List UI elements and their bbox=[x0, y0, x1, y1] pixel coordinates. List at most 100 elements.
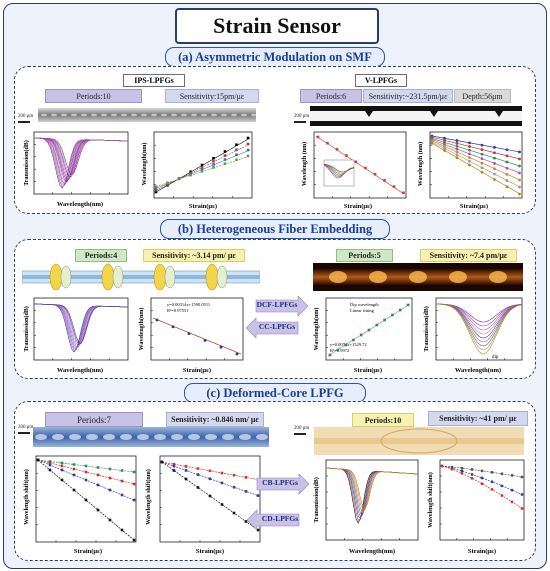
b-right-sensitivity: Sensitivity: ~7.4 pm/με bbox=[420, 249, 517, 262]
a4-point bbox=[480, 143, 484, 147]
a3-point bbox=[373, 172, 377, 176]
c-left-chart1-ylabel: Wavelength shift(nm) bbox=[23, 469, 30, 525]
deformed-core-spot bbox=[222, 434, 234, 440]
a4-point bbox=[493, 167, 496, 171]
a2-point bbox=[212, 156, 215, 160]
b-left-fit-chart: Strain(με) Wavelength(nm) y=0.00314x+159… bbox=[135, 294, 247, 374]
c2-point bbox=[232, 473, 236, 477]
a2-point bbox=[246, 136, 250, 140]
c1-point bbox=[120, 469, 124, 472]
c-left-sensitivity: Sensitivity: ~0.846 nm/ με bbox=[166, 412, 264, 427]
b-center-arrows bbox=[246, 296, 308, 339]
a3-fit-line bbox=[315, 135, 405, 195]
c2-series-line bbox=[161, 461, 259, 496]
a2-point bbox=[235, 148, 238, 152]
c4-point bbox=[490, 487, 494, 491]
c-right-spectrum-chart: Wavelength(nm) Transmission(dB) bbox=[310, 456, 422, 556]
b-right-dip-label: dip bbox=[492, 355, 499, 360]
b2-fit-line bbox=[152, 317, 242, 355]
a4-axes bbox=[429, 131, 523, 199]
c4-point bbox=[480, 469, 484, 473]
c2-point bbox=[256, 528, 260, 532]
b2-point bbox=[219, 345, 223, 349]
b1-curve bbox=[33, 303, 129, 344]
a3-point bbox=[402, 191, 405, 195]
c-left-chart2-xlabel: Strain(με) bbox=[196, 548, 224, 555]
c-right-shift-xlabel: Strain(με) bbox=[468, 548, 496, 555]
dcf-segment bbox=[49, 263, 63, 291]
a4-point bbox=[518, 171, 521, 175]
c2-point bbox=[256, 494, 260, 497]
section-a-heading: (a) Asymmetric Modulation on SMF bbox=[165, 47, 385, 67]
cc-bead bbox=[329, 271, 347, 283]
c-left-chart2-ylabel: Wavelength shift(nm) bbox=[145, 469, 152, 525]
a1-axes bbox=[33, 131, 129, 195]
c2-point bbox=[172, 464, 176, 468]
c1-point bbox=[48, 461, 52, 465]
c4-point bbox=[490, 480, 494, 484]
c2-point bbox=[196, 467, 200, 470]
a4-point bbox=[455, 156, 459, 160]
b3-point bbox=[406, 303, 410, 307]
a4-point bbox=[443, 147, 446, 150]
c4-point bbox=[470, 472, 474, 476]
b3-point bbox=[367, 328, 371, 332]
b3-point bbox=[352, 338, 355, 342]
a4-point bbox=[518, 185, 521, 189]
c-center-arrows bbox=[247, 474, 309, 531]
a4-series-line bbox=[431, 139, 521, 174]
a-right-periods: Periods:6 bbox=[300, 89, 362, 103]
ips-modulation-spot bbox=[201, 113, 207, 117]
ips-fiber-micrograph bbox=[38, 108, 256, 122]
a2-point bbox=[154, 190, 158, 194]
a-right-multi-chart: Strain(με) Wavelength (nm) bbox=[414, 128, 526, 210]
c1-point bbox=[96, 466, 100, 469]
c4-point bbox=[490, 470, 494, 474]
c4-point bbox=[460, 471, 464, 475]
ips-modulation-spot bbox=[151, 113, 157, 117]
b4-axes bbox=[435, 297, 523, 361]
b-right-spectrum-xlabel: Wavelength(nm) bbox=[455, 367, 501, 374]
b-left-spectrum-chart: Wavelength(nm) Transmission(dB) bbox=[20, 294, 132, 374]
a3-point bbox=[354, 160, 358, 164]
c4-point bbox=[460, 466, 464, 470]
a2-point bbox=[235, 143, 238, 147]
a3-inset-curve bbox=[323, 163, 355, 173]
c-right-scale-bar: 200 μm bbox=[294, 426, 310, 435]
c2-point bbox=[208, 469, 212, 473]
a-left-fit-chart: Strain(με) Wavelength(nm) bbox=[138, 128, 256, 210]
c1-point bbox=[132, 482, 136, 486]
c1-point bbox=[108, 518, 112, 522]
a-left-periods: Periods:10 bbox=[45, 89, 142, 103]
a4-point bbox=[468, 152, 471, 156]
c-right-spectrum-ylabel: Transmission(dB) bbox=[313, 477, 320, 523]
b2-point bbox=[187, 332, 191, 335]
deformed-core-spot bbox=[239, 434, 251, 440]
b3-point bbox=[398, 308, 402, 312]
b4-curve bbox=[435, 303, 523, 327]
cc-fiber-micrograph bbox=[313, 263, 523, 291]
c2-point bbox=[244, 476, 248, 479]
a4-point bbox=[505, 166, 509, 170]
a4-point bbox=[493, 162, 496, 165]
ips-modulation-spot bbox=[181, 113, 187, 117]
c1-point bbox=[108, 476, 112, 480]
c2-point bbox=[208, 494, 212, 498]
a4-point bbox=[493, 178, 496, 181]
cc-bead bbox=[369, 271, 387, 283]
ips-modulation-spot bbox=[41, 113, 47, 117]
a4-point bbox=[505, 179, 509, 182]
a-left-scale-bar: 200 μm bbox=[18, 114, 34, 123]
a-right-sensitivity: Sensitivity:~231.5pm/με bbox=[363, 89, 453, 103]
a4-point bbox=[455, 153, 459, 157]
b-left-spectrum-xlabel: Wavelength(nm) bbox=[57, 367, 103, 374]
a4-series-line bbox=[431, 136, 521, 160]
dcf-lpfg-label: DCF-LPFGs bbox=[256, 300, 298, 309]
dcf-segment bbox=[101, 263, 115, 291]
a2-point bbox=[246, 148, 250, 152]
c1-point bbox=[60, 461, 64, 465]
cb-lpfg-label: CB-LPFGs bbox=[262, 478, 298, 487]
c4-point bbox=[510, 500, 514, 504]
c4-point bbox=[480, 482, 484, 486]
b2-point bbox=[171, 325, 175, 329]
